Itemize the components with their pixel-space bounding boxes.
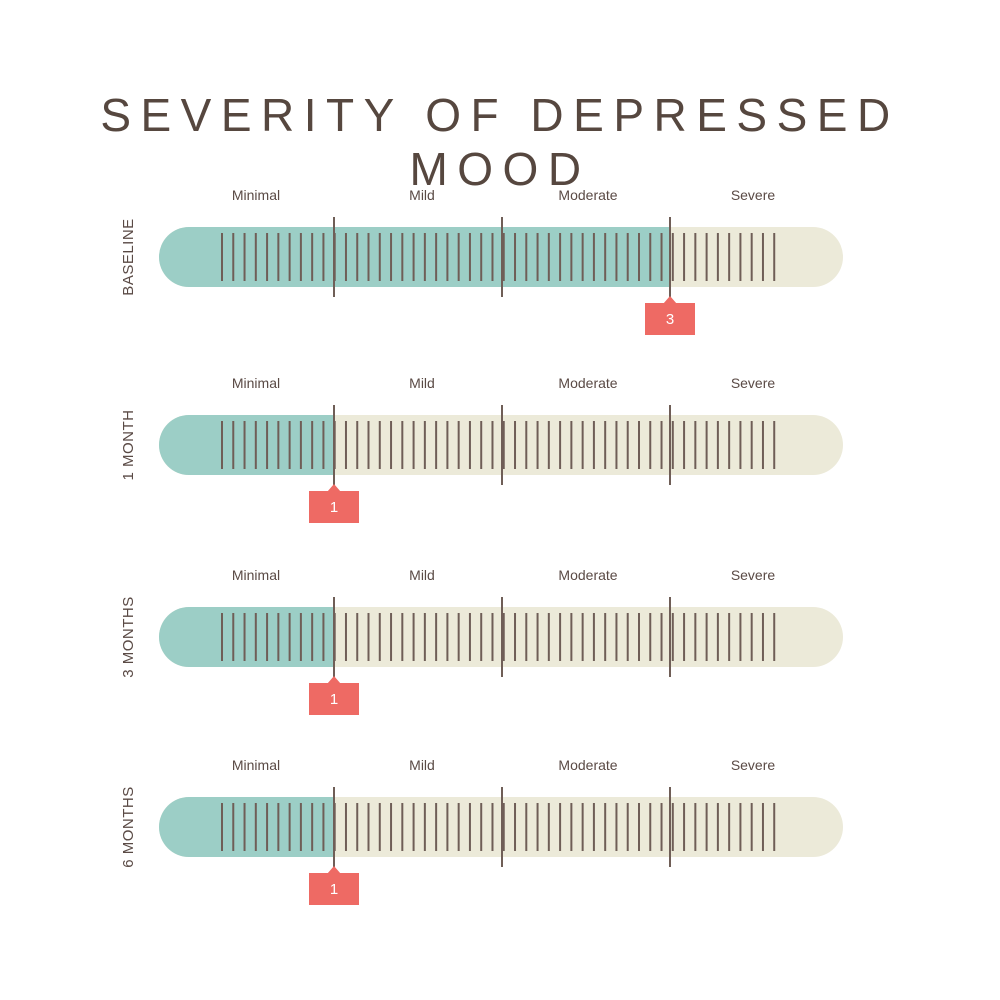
category-label: Minimal <box>232 375 280 391</box>
marker-value: 3 <box>666 311 674 328</box>
bar-fill <box>159 415 334 475</box>
category-label: Mild <box>409 187 435 203</box>
category-label: Severe <box>731 187 776 203</box>
category-label: Mild <box>409 567 435 583</box>
marker-box <box>645 303 695 335</box>
marker-value: 1 <box>330 691 338 708</box>
marker-pointer <box>327 866 341 874</box>
value-marker: 3 <box>645 296 695 335</box>
marker-pointer <box>327 676 341 684</box>
category-label: Moderate <box>558 757 617 773</box>
marker-pointer <box>327 484 341 492</box>
category-label: Moderate <box>558 187 617 203</box>
marker-box <box>309 683 359 715</box>
marker-box <box>309 491 359 523</box>
bar-fill <box>159 607 334 667</box>
row-label: 3 MONTHS <box>120 596 137 678</box>
severity-row: Minimal Mild Moderate Severe 6 MONTHS 1 <box>120 757 843 905</box>
category-label: Severe <box>731 375 776 391</box>
marker-value: 1 <box>330 499 338 516</box>
category-label: Mild <box>409 375 435 391</box>
severity-row: Minimal Mild Moderate Severe 3 MONTHS 1 <box>120 567 843 715</box>
severity-row: Minimal Mild Moderate Severe 1 MONTH 1 <box>120 375 843 523</box>
category-label: Severe <box>731 757 776 773</box>
value-marker: 1 <box>309 484 359 523</box>
row-label: 6 MONTHS <box>120 786 137 868</box>
category-label: Minimal <box>232 187 280 203</box>
row-label: 1 MONTH <box>120 410 137 481</box>
category-label: Severe <box>731 567 776 583</box>
row-label: BASELINE <box>120 218 137 295</box>
category-label: Mild <box>409 757 435 773</box>
bar-fill <box>159 797 334 857</box>
category-label: Minimal <box>232 567 280 583</box>
marker-box <box>309 873 359 905</box>
chart-title: SEVERITY OF DEPRESSED MOOD <box>100 89 900 195</box>
marker-pointer <box>663 296 677 304</box>
category-label: Minimal <box>232 757 280 773</box>
severity-row: Minimal Mild Moderate Severe BASELINE 3 <box>120 187 843 335</box>
marker-value: 1 <box>330 881 338 898</box>
value-marker: 1 <box>309 676 359 715</box>
category-label: Moderate <box>558 567 617 583</box>
category-label: Moderate <box>558 375 617 391</box>
value-marker: 1 <box>309 866 359 905</box>
